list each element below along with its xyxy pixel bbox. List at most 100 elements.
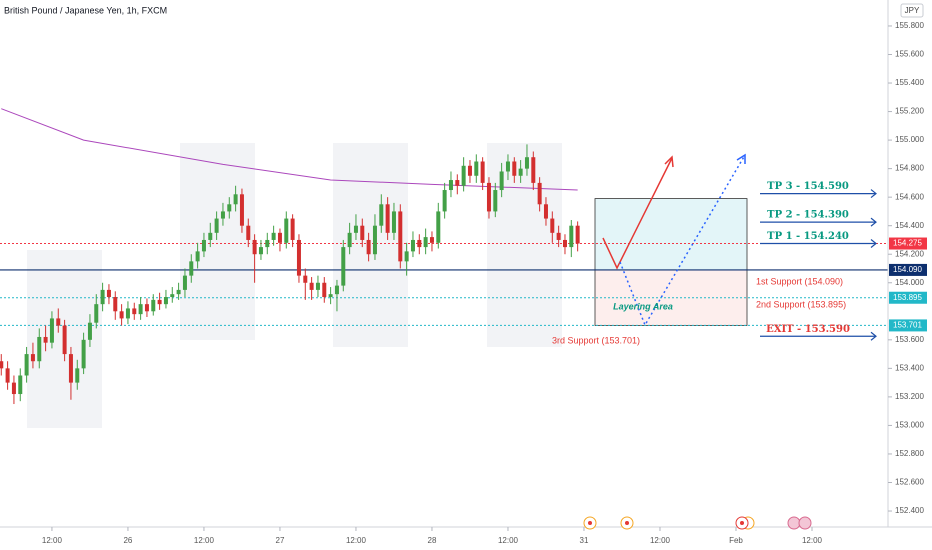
x-tick-label: 12:00 bbox=[346, 536, 367, 545]
candle-body bbox=[81, 339, 86, 369]
candle-body bbox=[467, 165, 472, 176]
lines bbox=[0, 108, 888, 326]
session-shading bbox=[27, 143, 562, 428]
y-tick-label: 155.800 bbox=[895, 21, 924, 30]
candle-body bbox=[391, 211, 396, 233]
candle-body bbox=[512, 161, 517, 176]
candle-body bbox=[11, 382, 16, 395]
candle-body bbox=[429, 237, 434, 243]
candle-body bbox=[550, 218, 555, 233]
candle-body bbox=[448, 180, 453, 191]
level-label: TP 2 - 154.390 bbox=[767, 210, 849, 221]
candle-body bbox=[556, 232, 561, 240]
candle-body bbox=[296, 239, 301, 276]
y-tick-label: 155.000 bbox=[895, 135, 924, 144]
price-label: 153.895 bbox=[893, 293, 922, 302]
candle-body bbox=[75, 368, 80, 383]
y-tick-label: 155.600 bbox=[895, 50, 924, 59]
candle-body bbox=[144, 304, 149, 312]
candle-body bbox=[18, 375, 23, 395]
x-tick-label: 31 bbox=[580, 536, 589, 545]
candle-body bbox=[360, 225, 365, 240]
event-icon[interactable] bbox=[787, 516, 801, 530]
event-dot bbox=[740, 521, 744, 525]
price-label-box bbox=[889, 291, 927, 304]
candle-body bbox=[284, 218, 289, 243]
candle-body bbox=[113, 297, 118, 312]
candle-body bbox=[265, 239, 270, 248]
y-tick-label: 153.600 bbox=[895, 335, 924, 344]
candle-body bbox=[486, 182, 491, 212]
candle-body bbox=[537, 182, 542, 205]
candle-body bbox=[334, 285, 339, 295]
zone-label: Layering Area bbox=[613, 301, 673, 311]
candle-body bbox=[353, 225, 358, 233]
candle-body bbox=[56, 318, 61, 326]
y-tick-label: 153.400 bbox=[895, 363, 924, 372]
candle-body bbox=[505, 161, 510, 172]
arrow-head bbox=[870, 217, 877, 227]
candle-body bbox=[239, 194, 244, 226]
candle-body bbox=[176, 289, 181, 295]
candle-body bbox=[100, 289, 105, 305]
candle-body bbox=[5, 368, 10, 383]
candle-body bbox=[372, 225, 377, 255]
candle-body bbox=[461, 165, 466, 186]
y-tick-label: 152.400 bbox=[895, 506, 924, 515]
candle-body bbox=[480, 161, 485, 183]
axes: 155.800 155.600 155.400 155.200 155.000 154.8… bbox=[42, 21, 927, 545]
candle-body bbox=[347, 232, 352, 248]
price-label-box bbox=[889, 263, 927, 276]
arrow-head bbox=[870, 189, 877, 199]
arrow-head bbox=[870, 239, 877, 248]
level-label: TP 3 - 154.590 bbox=[767, 181, 849, 192]
y-tick-label: 153.000 bbox=[895, 421, 924, 430]
candle-body bbox=[531, 157, 536, 183]
candle-body bbox=[524, 157, 529, 169]
annotations: 1st Support (154.090) 2nd Support (153.8… bbox=[552, 181, 877, 345]
candle-body bbox=[290, 218, 295, 240]
y-tick-label: 152.800 bbox=[895, 449, 924, 458]
candle-body bbox=[201, 239, 206, 252]
arrow-head bbox=[664, 155, 674, 168]
candle-body bbox=[214, 218, 219, 233]
candle-body bbox=[163, 297, 168, 305]
candle-body bbox=[43, 336, 48, 343]
candle-body bbox=[132, 308, 137, 315]
candle-body bbox=[220, 211, 225, 219]
candle-body bbox=[208, 232, 213, 240]
candle-body bbox=[493, 190, 498, 212]
y-tick-label: 153.200 bbox=[895, 392, 924, 401]
currency-box[interactable] bbox=[900, 3, 924, 18]
support-label: 2nd Support (153.895) bbox=[756, 299, 846, 309]
price-label-box bbox=[889, 319, 927, 332]
candle-body bbox=[442, 190, 447, 212]
support-label: 1st Support (154.090) bbox=[756, 276, 843, 286]
price-label: 154.275 bbox=[893, 239, 922, 248]
y-tick-label: 154.400 bbox=[895, 221, 924, 230]
x-tick-label: 26 bbox=[123, 536, 132, 545]
y-tick-label: 155.400 bbox=[895, 78, 924, 87]
candle-body bbox=[562, 239, 567, 248]
event-icon[interactable] bbox=[798, 516, 812, 530]
candle-body bbox=[246, 225, 251, 240]
candle-body bbox=[518, 168, 523, 176]
candle-body bbox=[119, 311, 124, 319]
y-tick-label: 154.600 bbox=[895, 192, 924, 201]
candle-body bbox=[398, 211, 403, 262]
candle-body bbox=[182, 275, 187, 290]
candle-body bbox=[366, 239, 371, 255]
candle-body bbox=[94, 304, 99, 323]
event-dot bbox=[588, 521, 592, 525]
candle-body bbox=[252, 239, 257, 255]
x-tick-label: 12:00 bbox=[650, 536, 671, 545]
y-tick-label: 155.200 bbox=[895, 107, 924, 116]
candle-body bbox=[106, 289, 111, 298]
candle-body bbox=[68, 354, 73, 383]
x-tick-label: 27 bbox=[276, 536, 285, 545]
arrow-head bbox=[736, 153, 746, 164]
projection-arrows bbox=[602, 153, 746, 327]
candle-body bbox=[474, 161, 479, 176]
level-label: EXIT - 153.590 bbox=[766, 324, 850, 335]
